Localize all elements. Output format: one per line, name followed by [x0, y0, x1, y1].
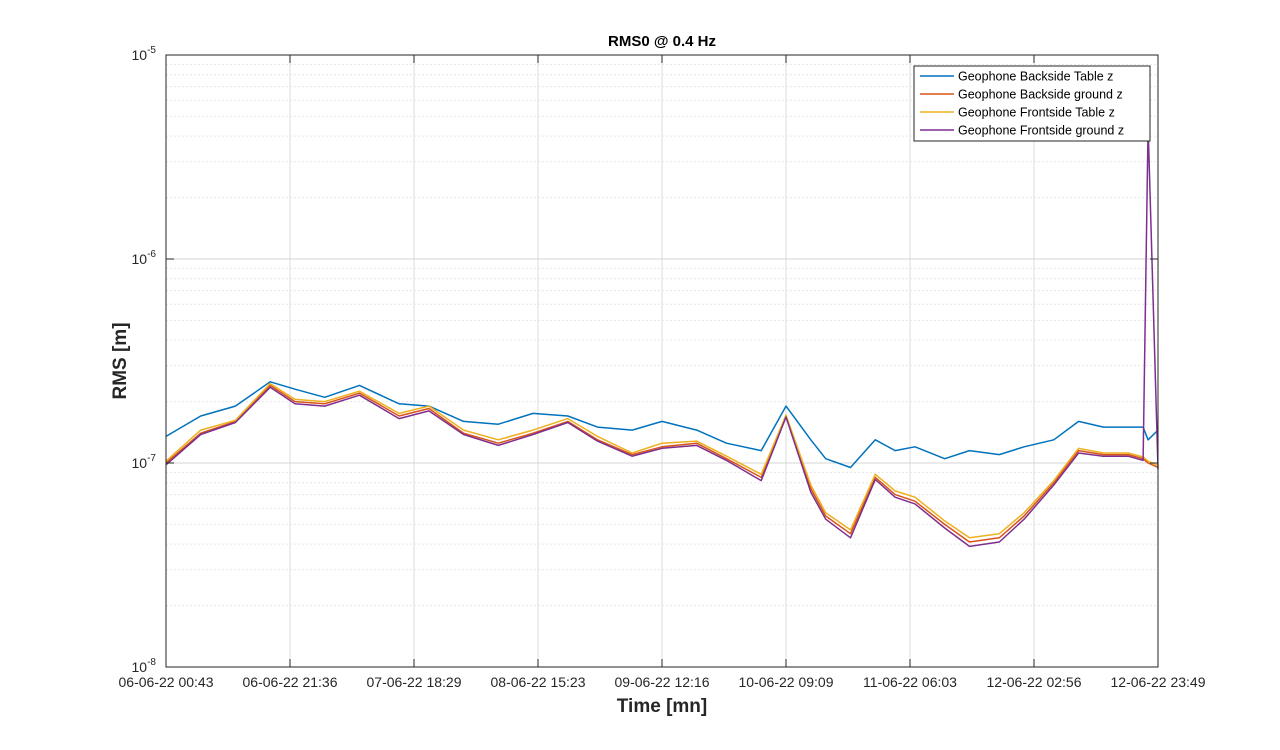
series-line: [165, 124, 1159, 548]
y-tick-label: 10-7: [132, 453, 157, 471]
y-axis-ticks: 10-8 10-7 10-6 10-5: [132, 45, 1158, 675]
y-axis-label: RMS [m]: [110, 322, 131, 399]
x-tick-label: 10-06-22 09:09: [739, 674, 834, 690]
x-tick-label: 06-06-22 00:43: [119, 674, 214, 690]
x-tick-label: 11-06-22 06:03: [863, 674, 957, 690]
x-tick-label: 06-06-22 21:36: [243, 674, 338, 690]
x-tick-label: 12-06-22 23:49: [1111, 674, 1206, 690]
x-axis-label: Time [mn]: [617, 696, 707, 717]
series-layer: [165, 124, 1159, 548]
legend: Geophone Backside Table z Geophone Backsi…: [913, 65, 1151, 142]
series-line: [165, 384, 1159, 543]
legend-items: Geophone Backside Table z Geophone Backsi…: [920, 70, 1124, 138]
x-tick-label: 09-06-22 12:16: [615, 674, 710, 690]
y-tick-label: 10-6: [132, 249, 157, 267]
legend-label: Geophone Backside ground z: [958, 88, 1123, 102]
series-line: [165, 382, 1159, 539]
legend-label: Geophone Backside Table z: [958, 70, 1113, 84]
y-tick-label: 10-8: [132, 657, 157, 675]
x-tick-label: 07-06-22 18:29: [367, 674, 462, 690]
x-tick-label: 08-06-22 15:23: [491, 674, 586, 690]
legend-label: Geophone Frontside Table z: [958, 106, 1115, 120]
x-axis-ticks: 06-06-22 00:43 06-06-22 21:36 07-06-22 18:…: [119, 55, 1206, 690]
x-tick-label: 12-06-22 02:56: [987, 674, 1082, 690]
chart-title: RMS0 @ 0.4 Hz: [608, 33, 716, 50]
series-line: [165, 381, 1159, 469]
y-tick-label: 10-5: [132, 45, 157, 63]
legend-box: [913, 65, 1151, 142]
legend-label: Geophone Frontside ground z: [958, 124, 1124, 138]
